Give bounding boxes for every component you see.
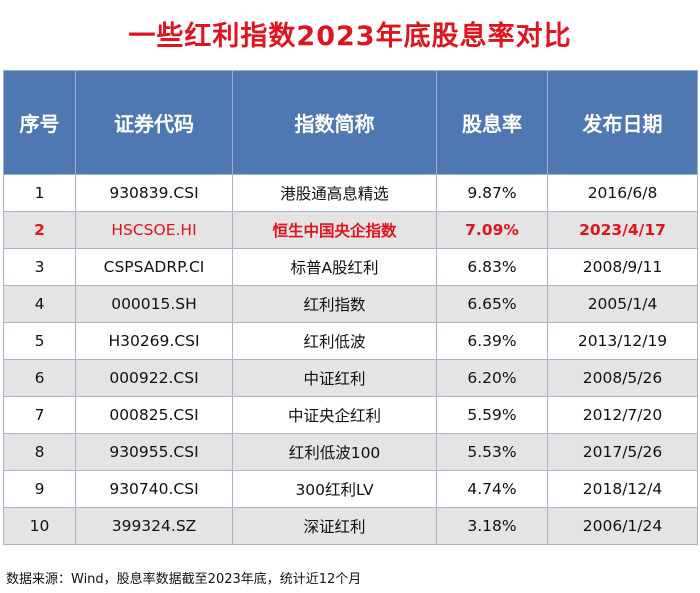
cell-code: 000922.CSI bbox=[75, 359, 233, 397]
cell-name: 深证红利 bbox=[232, 507, 437, 545]
cell-yield: 6.65% bbox=[436, 285, 548, 323]
cell-date: 2008/9/11 bbox=[547, 248, 698, 286]
table-row: 5 H30269.CSI 红利低波 6.39% 2013/12/19 bbox=[3, 322, 698, 360]
page-title: 一些红利指数2023年底股息率对比 bbox=[128, 21, 572, 52]
cell-yield: 5.53% bbox=[436, 433, 548, 471]
cell-code: 000015.SH bbox=[75, 285, 233, 323]
cell-name: 港股通高息精选 bbox=[232, 174, 437, 212]
table-row: 9 930740.CSI 300红利LV 4.74% 2018/12/4 bbox=[3, 470, 698, 508]
cell-date: 2005/1/4 bbox=[547, 285, 698, 323]
column-header-name: 指数简称 bbox=[232, 70, 437, 175]
cell-code: 930839.CSI bbox=[75, 174, 233, 212]
cell-code: 000825.CSI bbox=[75, 396, 233, 434]
cell-yield: 5.59% bbox=[436, 396, 548, 434]
cell-yield: 7.09% bbox=[436, 211, 548, 249]
cell-code: H30269.CSI bbox=[75, 322, 233, 360]
cell-date: 2016/6/8 bbox=[547, 174, 698, 212]
cell-no: 3 bbox=[3, 248, 76, 286]
column-header-code: 证券代码 bbox=[75, 70, 233, 175]
cell-no: 2 bbox=[3, 211, 76, 249]
cell-name: 中证央企红利 bbox=[232, 396, 437, 434]
dividend-yield-table: 序号 证券代码 指数简称 股息率 发布日期 1 930839.CSI 港股通高息… bbox=[3, 70, 698, 545]
column-header-no: 序号 bbox=[3, 70, 76, 175]
cell-no: 4 bbox=[3, 285, 76, 323]
cell-name: 红利低波 bbox=[232, 322, 437, 360]
table-row: 1 930839.CSI 港股通高息精选 9.87% 2016/6/8 bbox=[3, 174, 698, 212]
table-row: 7 000825.CSI 中证央企红利 5.59% 2012/7/20 bbox=[3, 396, 698, 434]
cell-yield: 6.20% bbox=[436, 359, 548, 397]
cell-code: HSCSOE.HI bbox=[75, 211, 233, 249]
column-header-yield: 股息率 bbox=[436, 70, 548, 175]
source-footnote: 数据来源：Wind，股息率数据截至2023年底，统计近12个月 bbox=[6, 572, 362, 587]
table-row: 6 000922.CSI 中证红利 6.20% 2008/5/26 bbox=[3, 359, 698, 397]
cell-date: 2008/5/26 bbox=[547, 359, 698, 397]
cell-name: 红利指数 bbox=[232, 285, 437, 323]
table-row: 4 000015.SH 红利指数 6.65% 2005/1/4 bbox=[3, 285, 698, 323]
cell-yield: 6.39% bbox=[436, 322, 548, 360]
cell-date: 2023/4/17 bbox=[547, 211, 698, 249]
cell-code: 930955.CSI bbox=[75, 433, 233, 471]
table-row: 3 CSPSADRP.CI 标普A股红利 6.83% 2008/9/11 bbox=[3, 248, 698, 286]
cell-date: 2006/1/24 bbox=[547, 507, 698, 545]
cell-no: 10 bbox=[3, 507, 76, 545]
cell-name: 标普A股红利 bbox=[232, 248, 437, 286]
header-row: 序号 证券代码 指数简称 股息率 发布日期 bbox=[3, 70, 698, 175]
cell-code: 930740.CSI bbox=[75, 470, 233, 508]
cell-code: CSPSADRP.CI bbox=[75, 248, 233, 286]
cell-no: 1 bbox=[3, 174, 76, 212]
column-header-date: 发布日期 bbox=[547, 70, 698, 175]
cell-date: 2012/7/20 bbox=[547, 396, 698, 434]
cell-no: 8 bbox=[3, 433, 76, 471]
cell-date: 2018/12/4 bbox=[547, 470, 698, 508]
cell-date: 2013/12/19 bbox=[547, 322, 698, 360]
cell-date: 2017/5/26 bbox=[547, 433, 698, 471]
cell-name: 300红利LV bbox=[232, 470, 437, 508]
cell-no: 6 bbox=[3, 359, 76, 397]
cell-name: 恒生中国央企指数 bbox=[232, 211, 437, 249]
cell-no: 5 bbox=[3, 322, 76, 360]
cell-yield: 9.87% bbox=[436, 174, 548, 212]
cell-yield: 4.74% bbox=[436, 470, 548, 508]
cell-no: 9 bbox=[3, 470, 76, 508]
cell-name: 中证红利 bbox=[232, 359, 437, 397]
table-row: 10 399324.SZ 深证红利 3.18% 2006/1/24 bbox=[3, 507, 698, 545]
cell-no: 7 bbox=[3, 396, 76, 434]
cell-yield: 6.83% bbox=[436, 248, 548, 286]
cell-name: 红利低波100 bbox=[232, 433, 437, 471]
cell-code: 399324.SZ bbox=[75, 507, 233, 545]
table-row-highlighted: 2 HSCSOE.HI 恒生中国央企指数 7.09% 2023/4/17 bbox=[3, 211, 698, 249]
table-row: 8 930955.CSI 红利低波100 5.53% 2017/5/26 bbox=[3, 433, 698, 471]
cell-yield: 3.18% bbox=[436, 507, 548, 545]
